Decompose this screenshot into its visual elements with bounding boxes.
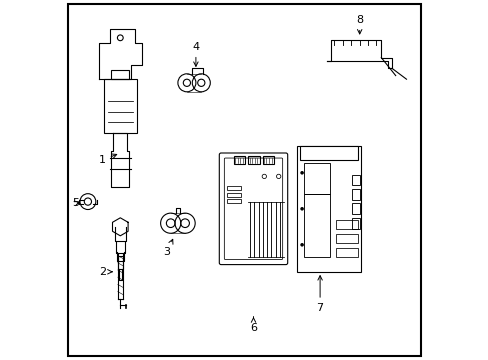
Bar: [336, 220, 357, 229]
Text: 2: 2: [99, 267, 112, 277]
Bar: [226, 193, 241, 197]
Text: 5: 5: [72, 198, 79, 208]
Text: 8: 8: [355, 15, 363, 34]
Bar: [296, 146, 361, 272]
Bar: [104, 79, 136, 133]
Bar: [352, 189, 359, 200]
Text: 4: 4: [192, 42, 199, 66]
Bar: [233, 156, 244, 164]
Bar: [262, 156, 273, 164]
Circle shape: [300, 207, 303, 211]
Text: 6: 6: [249, 317, 257, 333]
Text: 1: 1: [99, 154, 117, 165]
Bar: [352, 203, 359, 214]
Circle shape: [300, 243, 303, 247]
Bar: [303, 194, 329, 257]
Bar: [352, 175, 359, 185]
Bar: [336, 234, 357, 243]
Bar: [247, 156, 259, 164]
Bar: [226, 186, 241, 190]
Bar: [111, 70, 129, 79]
Text: 3: 3: [163, 239, 173, 257]
Circle shape: [300, 171, 303, 175]
Text: 7: 7: [316, 276, 323, 313]
Bar: [226, 199, 241, 203]
Bar: [303, 163, 329, 194]
Bar: [336, 248, 357, 257]
Bar: [300, 146, 357, 160]
Bar: [352, 218, 359, 229]
